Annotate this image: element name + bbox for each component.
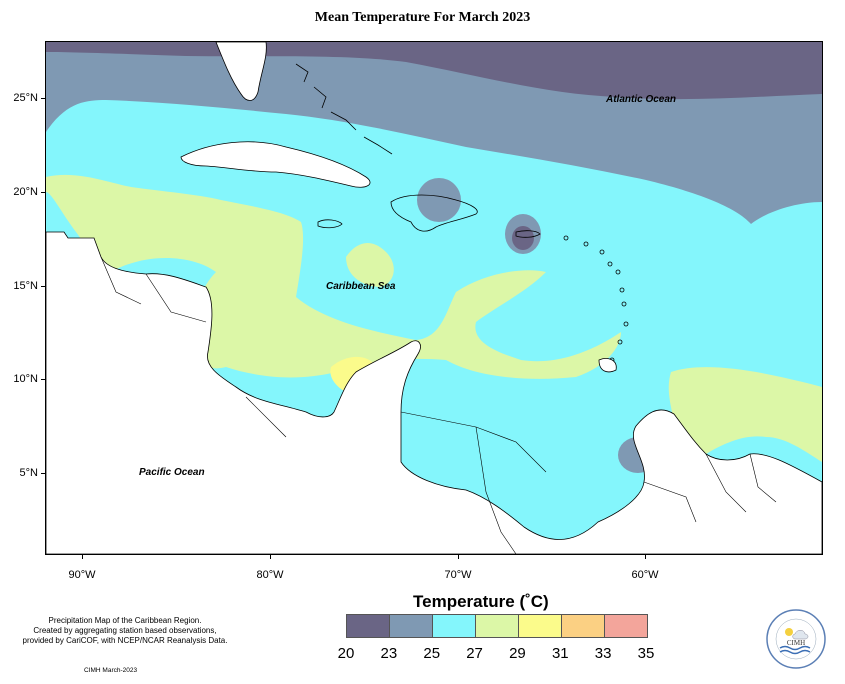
land-puerto-rico (515, 230, 541, 238)
blob-puerto-rico-core (512, 226, 534, 250)
land-trinidad (598, 358, 617, 373)
lon-label-80: 80°W (256, 569, 284, 581)
legend-value-29: 29 (509, 645, 526, 662)
lat-label-25: 25°N (13, 92, 38, 104)
lat-label-10: 10°N (13, 373, 38, 385)
land-bahamas (295, 63, 393, 155)
lat-tick (41, 379, 45, 380)
legend-swatch-6 (605, 615, 647, 637)
lat-tick (41, 192, 45, 193)
lon-label-70: 70°W (444, 569, 472, 581)
lon-label-60: 60°W (631, 569, 659, 581)
land-jamaica (317, 219, 343, 229)
map-canvas (46, 42, 822, 554)
lat-tick (41, 473, 45, 474)
legend-color-bar (346, 614, 648, 638)
pacific-ocean-label: Pacific Ocean (139, 467, 205, 478)
lon-label-90: 90°W (68, 569, 96, 581)
lat-tick (41, 98, 45, 99)
legend-value-23: 23 (380, 645, 398, 662)
legend-swatch-5 (562, 615, 605, 637)
cimh-logo-icon: CIMH (766, 609, 826, 669)
legend-value-33: 33 (594, 645, 612, 662)
legend-swatch-1 (390, 615, 433, 637)
note-line-2: Created by aggregating station based obs… (33, 626, 217, 635)
land-cuba (180, 141, 371, 188)
note-line-3: provided by CariCOF, with NCEP/NCAR Rean… (22, 636, 228, 645)
legend-swatch-4 (519, 615, 562, 637)
legend-value-27: 27 (466, 645, 483, 662)
lon-tick (645, 554, 646, 559)
legend-swatch-2 (433, 615, 476, 637)
band-27-29-small (346, 242, 394, 287)
band-20-23-north (46, 42, 822, 100)
lon-tick (270, 554, 271, 559)
legend-value-25: 25 (423, 645, 441, 662)
country-borders (100, 256, 777, 554)
lat-label-5: 5°N (19, 467, 38, 479)
legend-value-35: 35 (637, 645, 655, 662)
land-florida (215, 42, 267, 101)
caribbean-sea-label: Caribbean Sea (326, 281, 396, 292)
logo-text: CIMH (787, 639, 805, 647)
lat-label-15: 15°N (13, 280, 38, 292)
atlantic-ocean-label: Atlantic Ocean (606, 94, 677, 105)
land-central-america (46, 231, 822, 554)
band-27-29-east (668, 367, 822, 462)
legend-swatch-3 (476, 615, 519, 637)
map-note: Precipitation Map of the Caribbean Regio… (10, 616, 240, 646)
lat-label-20: 20°N (13, 186, 38, 198)
band-27-29-west (46, 174, 621, 379)
note-line-1: Precipitation Map of the Caribbean Regio… (48, 616, 202, 625)
land-hispaniola (390, 194, 478, 232)
legend-value-20: 20 (337, 645, 355, 662)
temperature-map (45, 41, 823, 555)
legend-value-31: 31 (551, 645, 569, 662)
map-title: Mean Temperature For March 2023 (314, 10, 531, 25)
legend-swatch-0 (347, 615, 390, 637)
legend-title: Temperature (˚C) (413, 592, 549, 611)
lon-tick (82, 554, 83, 559)
footer-credit: CIMH March-2023 (84, 667, 138, 674)
blob-hispaniola (417, 178, 461, 222)
lat-tick (41, 286, 45, 287)
lon-tick (458, 554, 459, 559)
